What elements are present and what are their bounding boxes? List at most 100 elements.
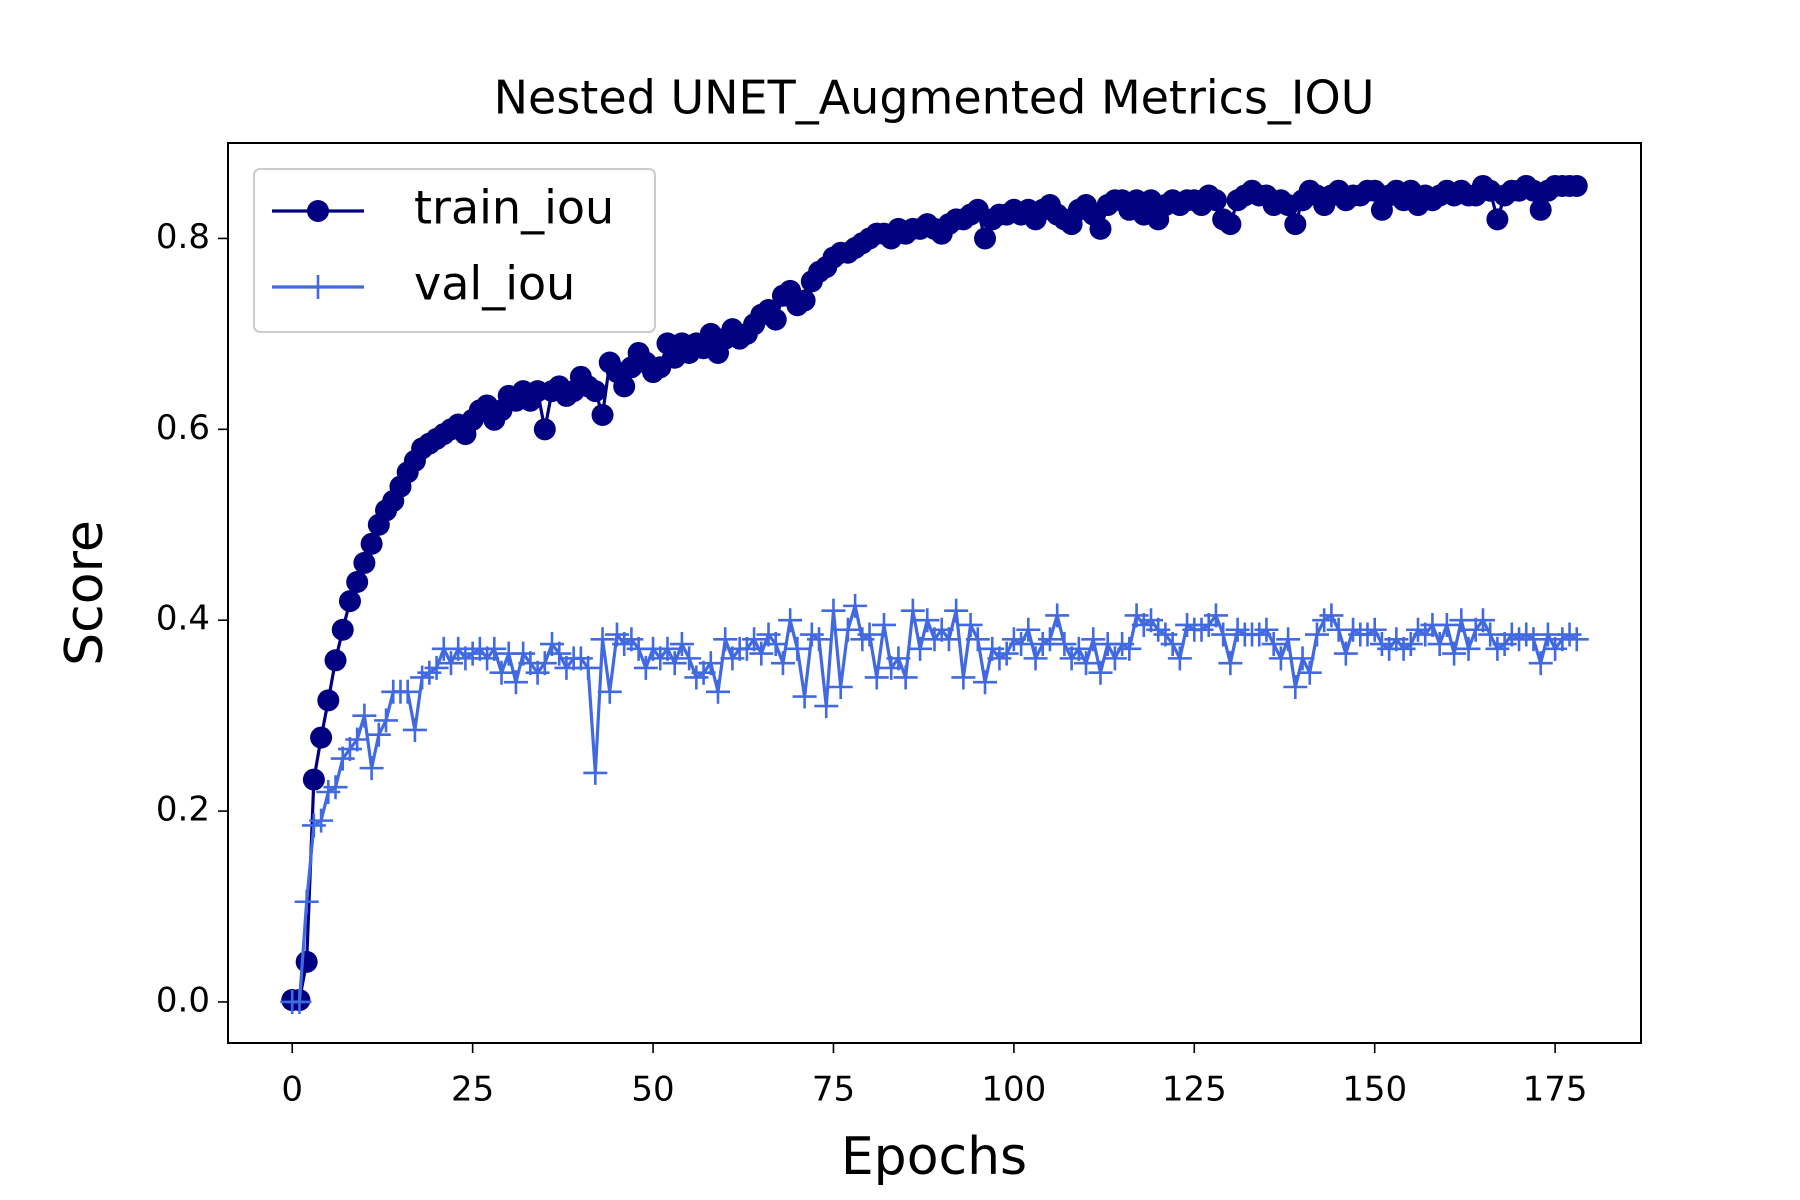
point-marker (900, 598, 925, 623)
point-marker (1081, 627, 1106, 652)
point-marker (317, 689, 340, 712)
point-marker (306, 275, 330, 299)
point-marker (785, 636, 810, 661)
point-marker (482, 636, 507, 661)
x-tick-label: 150 (1342, 1070, 1407, 1110)
point-marker (331, 618, 354, 641)
point-marker (814, 694, 839, 719)
point-marker (886, 646, 911, 671)
y-tick-label: 0.2 (156, 790, 210, 830)
point-marker (1434, 612, 1459, 637)
plot-frame (227, 142, 1642, 1044)
point-marker (1276, 627, 1301, 652)
point-marker (958, 612, 983, 637)
point-marker (402, 717, 427, 742)
point-marker (1284, 213, 1307, 236)
y-tick-label: 0.4 (156, 599, 210, 639)
point-marker (1529, 198, 1552, 221)
x-tick-label: 125 (1162, 1070, 1227, 1110)
point-marker (310, 726, 333, 749)
point-marker (613, 375, 636, 398)
point-marker (1074, 651, 1099, 676)
point-marker (374, 708, 399, 733)
point-marker (677, 646, 702, 671)
point-marker (323, 775, 348, 800)
point-marker (864, 665, 889, 690)
point-marker (547, 641, 572, 666)
point-marker (295, 950, 318, 973)
point-marker (1564, 627, 1589, 652)
point-marker (359, 756, 384, 781)
point-marker (1283, 675, 1308, 700)
x-tick-label: 25 (451, 1070, 494, 1110)
legend-label: val_iou (414, 257, 575, 311)
point-marker (1102, 646, 1127, 671)
point-marker (302, 768, 325, 791)
point-marker (974, 227, 997, 250)
point-marker (706, 679, 731, 704)
point-marker (835, 617, 860, 642)
point-marker (324, 649, 347, 672)
point-marker (533, 418, 556, 441)
y-tick-label: 0.8 (156, 217, 210, 257)
point-marker (1427, 632, 1452, 657)
point-marker (532, 651, 557, 676)
legend-label: train_iou (414, 181, 614, 235)
point-marker (583, 760, 608, 785)
point-marker (662, 651, 687, 676)
point-marker (1023, 646, 1048, 671)
point-marker (1297, 660, 1322, 685)
y-tick-label: 0.6 (156, 408, 210, 448)
series (281, 174, 1588, 1012)
point-marker (287, 989, 312, 1014)
point-marker (1362, 617, 1387, 642)
point-marker (1478, 622, 1503, 647)
y-tick-label: 0.0 (156, 980, 210, 1020)
point-marker (597, 679, 622, 704)
point-marker (424, 655, 449, 680)
point-marker (584, 380, 607, 403)
x-tick-label: 75 (812, 1070, 855, 1110)
point-marker (353, 551, 376, 574)
point-marker (1528, 651, 1553, 676)
point-marker (951, 665, 976, 690)
point-marker (345, 727, 370, 752)
point-marker (489, 660, 514, 685)
point-marker (1089, 217, 1112, 240)
point-marker (360, 532, 383, 555)
point-marker (1456, 636, 1481, 661)
y-axis-label: Score (55, 520, 115, 666)
point-marker (1319, 603, 1344, 628)
series (280, 593, 1589, 1014)
point-marker (843, 593, 868, 618)
point-marker (807, 627, 832, 652)
point-marker (1261, 632, 1286, 657)
point-marker (821, 598, 846, 623)
point-marker (591, 404, 614, 427)
point-marker (655, 636, 680, 661)
point-marker (1037, 627, 1062, 652)
point-marker (742, 627, 767, 652)
point-marker (1088, 660, 1113, 685)
point-marker (309, 808, 334, 833)
point-marker (307, 200, 329, 222)
point-marker (346, 571, 369, 594)
point-marker (1045, 603, 1070, 628)
point-marker (965, 627, 990, 652)
point-marker (1398, 632, 1423, 657)
point-marker (1117, 636, 1142, 661)
legend: train_iou val_iou (253, 168, 656, 333)
x-axis-label: Epochs (841, 1127, 1027, 1187)
point-marker (713, 627, 738, 652)
point-marker (908, 636, 933, 661)
point-marker (828, 675, 853, 700)
point-marker (294, 889, 319, 914)
point-marker (1160, 632, 1185, 657)
point-marker (1449, 608, 1474, 633)
point-marker (857, 622, 882, 647)
x-tick-label: 100 (981, 1070, 1046, 1110)
point-marker (1066, 636, 1091, 661)
point-marker (763, 632, 788, 657)
point-marker (1304, 622, 1329, 647)
